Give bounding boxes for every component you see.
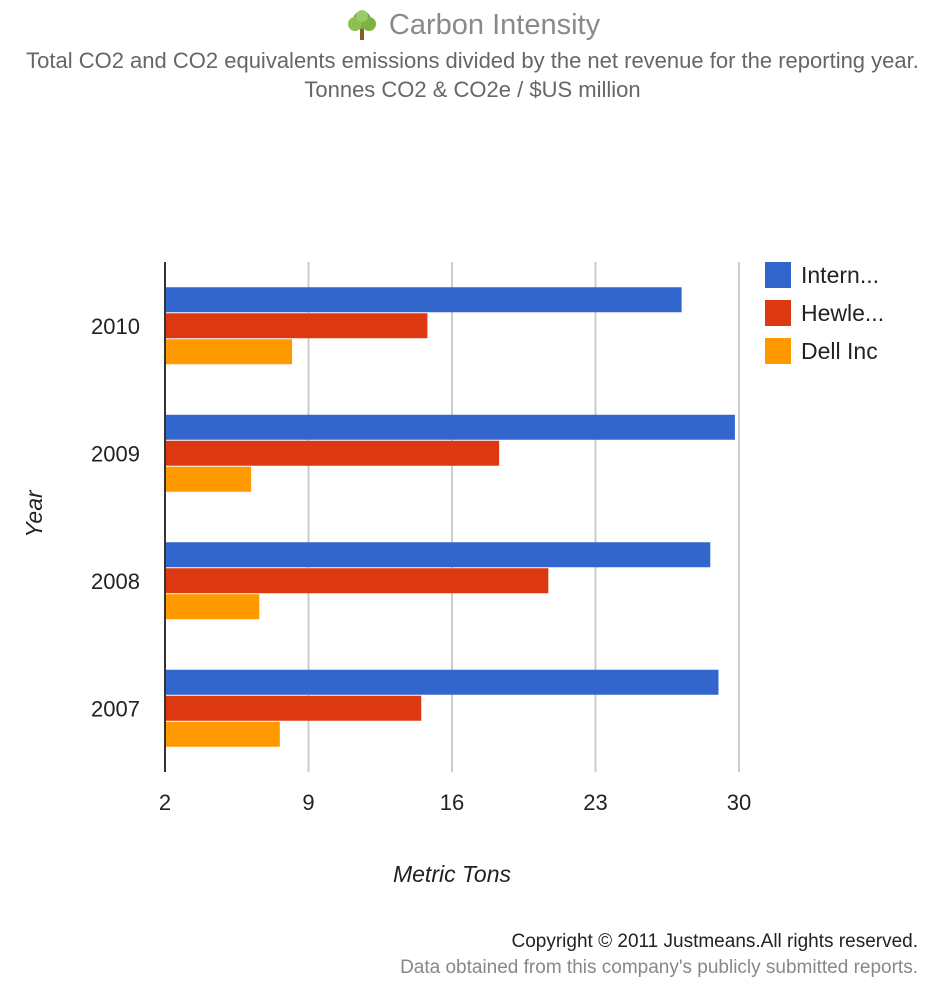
y-category-label: 2010 [91, 314, 140, 339]
x-tick-label: 2 [159, 790, 171, 815]
legend-label: Intern... [801, 262, 879, 288]
x-tick-label: 23 [583, 790, 607, 815]
y-category-label: 2008 [91, 569, 140, 594]
bar [166, 594, 260, 620]
x-tick-label: 9 [302, 790, 314, 815]
y-category-label: 2009 [91, 441, 140, 466]
bar [166, 414, 735, 440]
copyright-text: Copyright © 2011 Justmeans.All rights re… [511, 931, 919, 952]
legend-swatch [765, 338, 791, 364]
x-axis-title: Metric Tons [393, 861, 512, 887]
chart-title: Carbon Intensity [388, 8, 601, 41]
tree-icon [347, 10, 376, 40]
chart-header: Carbon Intensity Total CO2 and CO2 equiv… [0, 6, 945, 104]
source-text: Data obtained from this company's public… [400, 957, 918, 978]
bar [166, 568, 549, 594]
bar [166, 313, 428, 339]
bar [166, 440, 500, 466]
y-axis-title: Year [21, 489, 47, 538]
bar [166, 287, 682, 313]
bar [166, 669, 719, 695]
legend-label: Dell Inc [801, 338, 878, 364]
bar [166, 466, 252, 492]
x-tick-label: 16 [440, 790, 464, 815]
bar [166, 721, 280, 747]
bar [166, 542, 711, 568]
x-tick-label: 30 [727, 790, 751, 815]
legend-swatch [765, 300, 791, 326]
chart-subtitle: Total CO2 and CO2 equivalents emissions … [26, 48, 919, 102]
title-row: Carbon Intensity [0, 6, 945, 44]
y-category-label: 2007 [91, 696, 140, 721]
bar [166, 339, 293, 365]
legend-swatch [765, 262, 791, 288]
bar [166, 695, 422, 721]
legend-label: Hewle... [801, 300, 884, 326]
